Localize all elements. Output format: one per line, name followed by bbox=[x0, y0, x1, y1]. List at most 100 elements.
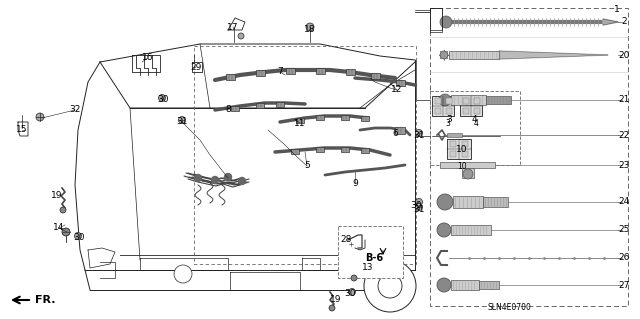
Circle shape bbox=[306, 23, 314, 31]
Bar bbox=[276, 102, 284, 107]
Circle shape bbox=[60, 207, 66, 213]
Text: 12: 12 bbox=[391, 85, 403, 94]
Circle shape bbox=[415, 130, 422, 137]
Bar bbox=[395, 127, 405, 134]
Text: 32: 32 bbox=[69, 106, 81, 115]
Circle shape bbox=[174, 265, 192, 283]
Bar bbox=[316, 115, 324, 120]
Bar bbox=[430, 8, 442, 30]
Text: 6: 6 bbox=[392, 129, 398, 137]
Bar bbox=[231, 106, 239, 111]
Circle shape bbox=[329, 305, 335, 311]
Circle shape bbox=[159, 94, 166, 101]
Bar bbox=[483, 197, 508, 207]
Text: 15: 15 bbox=[16, 125, 28, 135]
Bar bbox=[430, 8, 442, 32]
Text: 22: 22 bbox=[618, 130, 630, 139]
Polygon shape bbox=[603, 19, 618, 25]
Circle shape bbox=[364, 260, 416, 312]
Bar bbox=[449, 51, 499, 59]
Text: 29: 29 bbox=[190, 63, 202, 71]
Bar bbox=[460, 96, 482, 116]
Bar bbox=[474, 108, 479, 114]
Circle shape bbox=[349, 288, 355, 295]
Bar bbox=[435, 108, 440, 114]
Bar bbox=[474, 98, 479, 104]
Circle shape bbox=[437, 278, 451, 292]
Bar bbox=[396, 80, 405, 86]
Text: 4: 4 bbox=[471, 115, 477, 124]
Text: 31: 31 bbox=[413, 205, 425, 214]
Text: 10: 10 bbox=[457, 162, 467, 171]
Text: 10: 10 bbox=[456, 145, 468, 154]
Text: 19: 19 bbox=[330, 295, 342, 305]
Circle shape bbox=[463, 169, 473, 179]
Text: 1: 1 bbox=[614, 5, 620, 14]
Bar bbox=[361, 148, 369, 153]
Text: 31: 31 bbox=[413, 131, 425, 140]
Text: 20: 20 bbox=[618, 50, 630, 60]
Bar bbox=[341, 115, 349, 120]
Bar bbox=[447, 139, 471, 159]
Text: 30: 30 bbox=[157, 95, 169, 105]
Bar bbox=[291, 149, 299, 154]
Text: 30: 30 bbox=[73, 234, 84, 242]
Text: 4: 4 bbox=[474, 119, 479, 128]
Text: B-6: B-6 bbox=[365, 253, 383, 263]
Text: 8: 8 bbox=[225, 106, 231, 115]
Text: 24: 24 bbox=[618, 197, 630, 206]
Bar bbox=[316, 147, 324, 152]
Circle shape bbox=[36, 113, 44, 121]
Circle shape bbox=[437, 194, 453, 210]
Bar bbox=[256, 103, 264, 108]
Text: 13: 13 bbox=[362, 263, 374, 272]
Bar bbox=[450, 141, 456, 147]
Bar bbox=[296, 118, 304, 123]
Text: 11: 11 bbox=[294, 118, 306, 128]
Text: 26: 26 bbox=[618, 254, 630, 263]
Text: 18: 18 bbox=[304, 26, 316, 34]
Text: 9: 9 bbox=[352, 179, 358, 188]
Bar bbox=[451, 225, 491, 235]
Text: 19: 19 bbox=[51, 190, 63, 199]
Text: 27: 27 bbox=[618, 280, 630, 290]
Bar bbox=[463, 98, 468, 104]
Bar bbox=[286, 68, 295, 74]
Text: 7: 7 bbox=[277, 68, 283, 77]
Text: 16: 16 bbox=[142, 54, 154, 63]
Circle shape bbox=[62, 228, 70, 236]
Text: 21: 21 bbox=[618, 95, 630, 105]
Polygon shape bbox=[499, 51, 608, 59]
Bar bbox=[432, 96, 454, 116]
Circle shape bbox=[179, 116, 186, 123]
Bar bbox=[430, 91, 520, 165]
Text: 28: 28 bbox=[340, 235, 352, 244]
Text: 3: 3 bbox=[446, 115, 452, 124]
Bar bbox=[430, 8, 628, 306]
Circle shape bbox=[211, 176, 218, 183]
Circle shape bbox=[415, 204, 422, 211]
Text: 5: 5 bbox=[304, 161, 310, 170]
Bar bbox=[346, 69, 355, 75]
Text: 25: 25 bbox=[618, 226, 630, 234]
Text: 2: 2 bbox=[621, 18, 627, 26]
Circle shape bbox=[351, 275, 357, 281]
Bar bbox=[453, 196, 483, 208]
Bar bbox=[462, 151, 468, 157]
Bar bbox=[445, 98, 451, 104]
Bar bbox=[462, 141, 468, 147]
Circle shape bbox=[239, 177, 246, 184]
Text: 23: 23 bbox=[618, 160, 630, 169]
Bar bbox=[338, 226, 403, 278]
Bar bbox=[226, 74, 235, 80]
Circle shape bbox=[437, 223, 451, 237]
Circle shape bbox=[74, 233, 81, 240]
Text: 3: 3 bbox=[445, 119, 451, 128]
Bar bbox=[316, 68, 325, 74]
Bar bbox=[479, 281, 499, 289]
Bar bbox=[194, 46, 416, 264]
Circle shape bbox=[378, 274, 402, 298]
Text: 14: 14 bbox=[53, 224, 65, 233]
Circle shape bbox=[440, 16, 452, 28]
Bar bbox=[435, 98, 440, 104]
